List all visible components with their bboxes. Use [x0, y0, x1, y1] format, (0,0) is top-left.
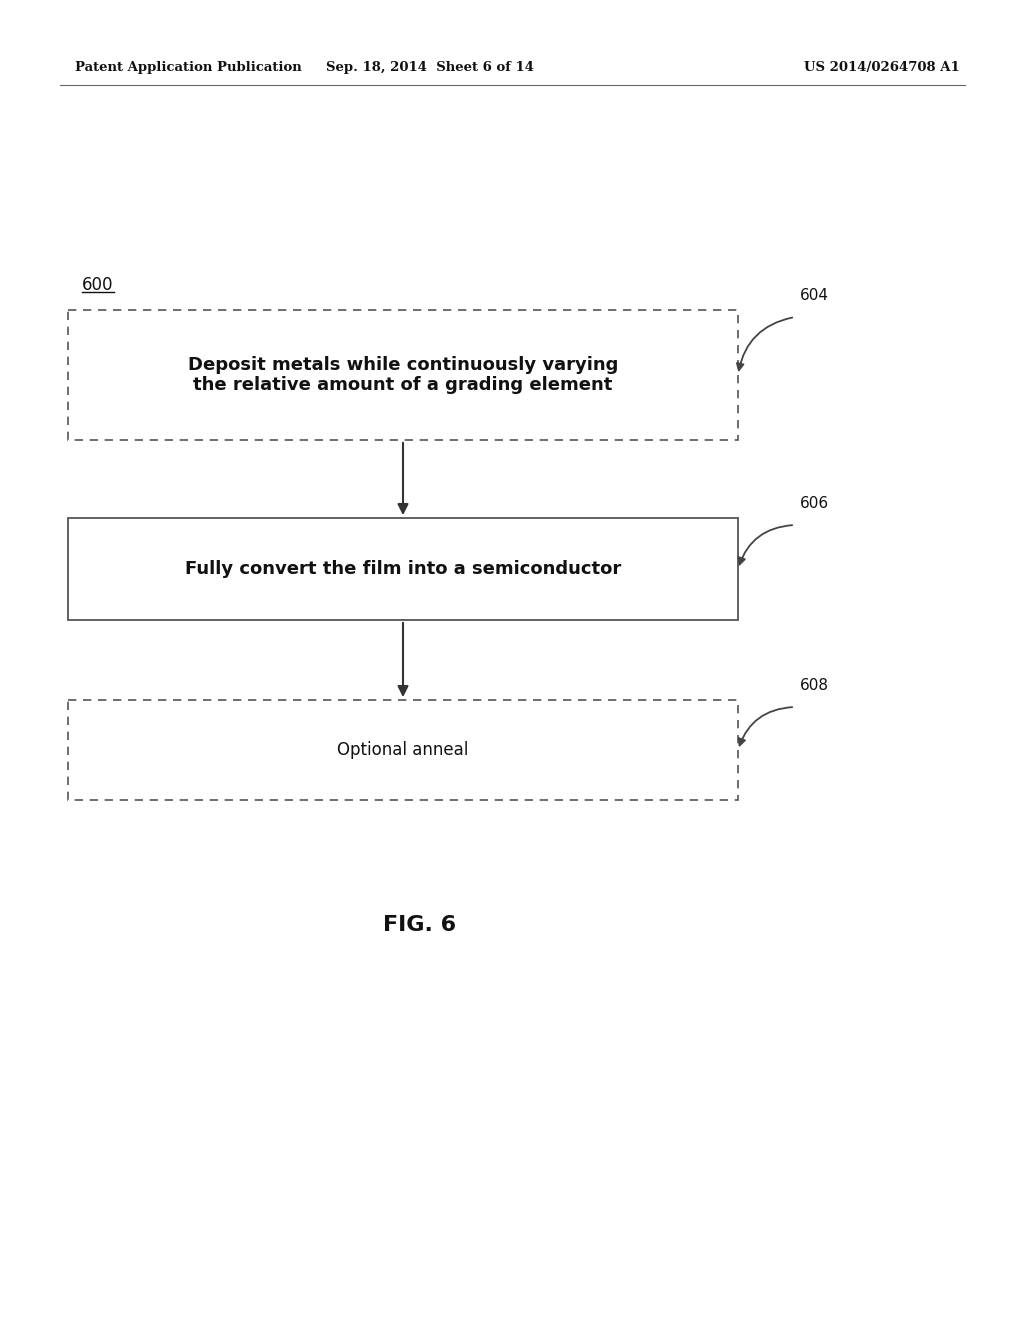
Text: 606: 606	[800, 495, 829, 511]
Bar	[68, 310, 738, 440]
Text: Deposit metals while continuously varying
the relative amount of a grading eleme: Deposit metals while continuously varyin…	[187, 355, 618, 395]
Text: 608: 608	[800, 677, 829, 693]
Text: US 2014/0264708 A1: US 2014/0264708 A1	[804, 62, 961, 74]
Text: Optional anneal: Optional anneal	[337, 741, 469, 759]
Bar	[68, 517, 738, 620]
Bar	[68, 700, 738, 800]
Text: FIG. 6: FIG. 6	[383, 915, 457, 935]
Text: Sep. 18, 2014  Sheet 6 of 14: Sep. 18, 2014 Sheet 6 of 14	[326, 62, 534, 74]
Text: 604: 604	[800, 288, 829, 302]
Text: Patent Application Publication: Patent Application Publication	[75, 62, 302, 74]
Text: Fully convert the film into a semiconductor: Fully convert the film into a semiconduc…	[185, 560, 622, 578]
Text: 600: 600	[82, 276, 114, 294]
